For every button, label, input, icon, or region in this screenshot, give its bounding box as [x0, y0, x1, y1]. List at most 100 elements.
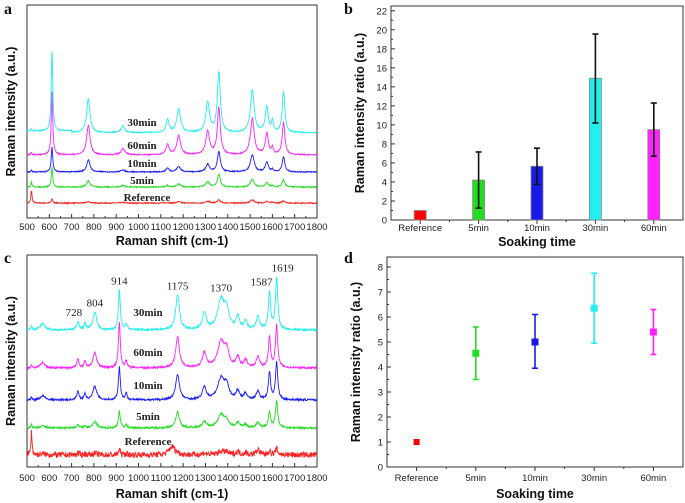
- x-tick-label: 1000: [128, 473, 149, 484]
- x-tick-label: 1700: [284, 473, 305, 484]
- spectrum-5min: [26, 166, 318, 189]
- y-tick-label: 7: [378, 288, 383, 299]
- y-axis-label: Raman intensity ratio (a.u.): [349, 282, 363, 442]
- y-tick-label: 4: [378, 363, 383, 374]
- x-tick-label: 1000: [128, 222, 149, 233]
- series-label-60min: 60min: [133, 347, 162, 359]
- category-label: 60min: [641, 223, 667, 234]
- x-tick-label: 1700: [284, 222, 305, 233]
- category-label: 5min: [468, 223, 489, 234]
- y-axis-label: Raman intensity ratio (a.u.): [353, 33, 367, 193]
- x-tick-label: 600: [41, 222, 57, 233]
- y-tick-label: 10: [376, 120, 387, 131]
- peak-annotation: 1619: [272, 262, 295, 274]
- spectrum-reference: [26, 190, 318, 205]
- panel-letter: d: [344, 250, 353, 267]
- spectrum-30min: [26, 51, 317, 135]
- point-30min: [590, 304, 598, 312]
- series-label-reference: Reference: [125, 436, 172, 448]
- x-tick-label: 1100: [151, 473, 171, 484]
- x-tick-label: 1400: [217, 473, 238, 484]
- x-tick-label: 700: [64, 222, 80, 233]
- point-10min: [531, 338, 539, 346]
- x-tick-label: 1300: [195, 473, 216, 484]
- category-label: Reference: [398, 223, 442, 234]
- peak-annotation: 1370: [210, 282, 233, 294]
- x-tick-label: 800: [86, 473, 102, 484]
- y-tick-label: 0: [378, 463, 383, 474]
- series-label-30min: 30min: [127, 117, 156, 129]
- series-label-10min: 10min: [127, 158, 156, 170]
- peak-annotation: 728: [66, 307, 83, 319]
- x-axis-label: Soaking time: [498, 235, 576, 249]
- x-tick-label: 1100: [151, 222, 171, 233]
- x-tick-label: 1600: [262, 473, 283, 484]
- spectrum-5min: [26, 399, 318, 431]
- y-axis-label: Raman intensity (a.u.): [4, 47, 18, 177]
- y-tick-label: 2: [382, 196, 387, 207]
- y-tick-label: 3: [378, 388, 383, 399]
- y-tick-label: 12: [376, 101, 387, 112]
- panel-b: b Raman intensity ratio (a.u.) Soaking tim…: [344, 1, 684, 249]
- x-tick-label: 1500: [240, 222, 261, 233]
- spectrum-10min: [26, 146, 317, 174]
- x-tick-label: 500: [19, 222, 35, 233]
- point-5min: [472, 349, 480, 357]
- peak-annotation: 914: [111, 275, 128, 287]
- spectrum-60min: [26, 91, 318, 157]
- y-tick-label: 5: [378, 338, 383, 349]
- panel-letter: b: [344, 1, 353, 18]
- panel-d: d Raman intensity ratio (a.u.) Soaking tim…: [344, 250, 684, 501]
- x-axis-label: Soaking time: [496, 487, 574, 501]
- y-tick-label: 6: [378, 313, 383, 324]
- series-label-10min: 10min: [133, 380, 162, 392]
- y-tick-label: 8: [378, 263, 383, 274]
- x-tick-label: 1600: [262, 222, 283, 233]
- peak-annotation: 804: [87, 298, 104, 310]
- x-tick-label: 700: [64, 473, 80, 484]
- x-tick-label: 1200: [173, 473, 194, 484]
- x-tick-label: 1800: [306, 473, 327, 484]
- y-tick-label: 16: [376, 63, 387, 74]
- x-tick-label: 1400: [217, 222, 238, 233]
- bar-reference: [413, 210, 427, 221]
- category-label: 60min: [640, 473, 666, 484]
- category-label: 10min: [522, 473, 548, 484]
- category-label: 5min: [466, 473, 487, 484]
- x-axis-label: Raman shift (cm-1): [116, 487, 229, 501]
- category-label: 10min: [524, 223, 550, 234]
- y-tick-label: 2: [378, 413, 383, 424]
- x-tick-label: 900: [108, 473, 124, 484]
- spectrum-30min: [26, 277, 318, 333]
- panel-c: c Raman intensity (a.u.) Raman shift (cm-1…: [4, 250, 328, 501]
- y-tick-label: 0: [382, 216, 387, 227]
- series-label-5min: 5min: [136, 411, 160, 423]
- spectrum-10min: [26, 361, 318, 403]
- peak-annotation: 1587: [250, 276, 273, 288]
- y-tick-label: 14: [376, 82, 387, 93]
- y-tick-label: 1: [378, 438, 383, 449]
- spectrum-reference: [26, 429, 318, 460]
- category-label: Reference: [395, 473, 439, 484]
- panel-letter: c: [4, 250, 11, 267]
- category-label: 30min: [581, 473, 607, 484]
- y-tick-label: 18: [376, 44, 387, 55]
- category-label: 30min: [582, 223, 608, 234]
- x-tick-label: 800: [86, 222, 102, 233]
- series-label-30min: 30min: [133, 307, 162, 319]
- x-tick-label: 1800: [306, 222, 327, 233]
- x-tick-label: 1300: [195, 222, 216, 233]
- x-axis-label: Raman shift (cm-1): [116, 234, 229, 248]
- x-tick-label: 500: [19, 473, 35, 484]
- x-tick-label: 600: [41, 473, 57, 484]
- series-label-reference: Reference: [124, 192, 171, 204]
- x-tick-label: 900: [108, 222, 124, 233]
- point-reference: [413, 439, 420, 445]
- y-tick-label: 20: [376, 25, 387, 36]
- panel-letter: a: [4, 1, 12, 18]
- series-label-60min: 60min: [127, 140, 156, 152]
- point-60min: [649, 328, 657, 336]
- peak-annotation: 1175: [167, 281, 189, 293]
- y-axis-label: Raman intensity (a.u.): [4, 296, 18, 426]
